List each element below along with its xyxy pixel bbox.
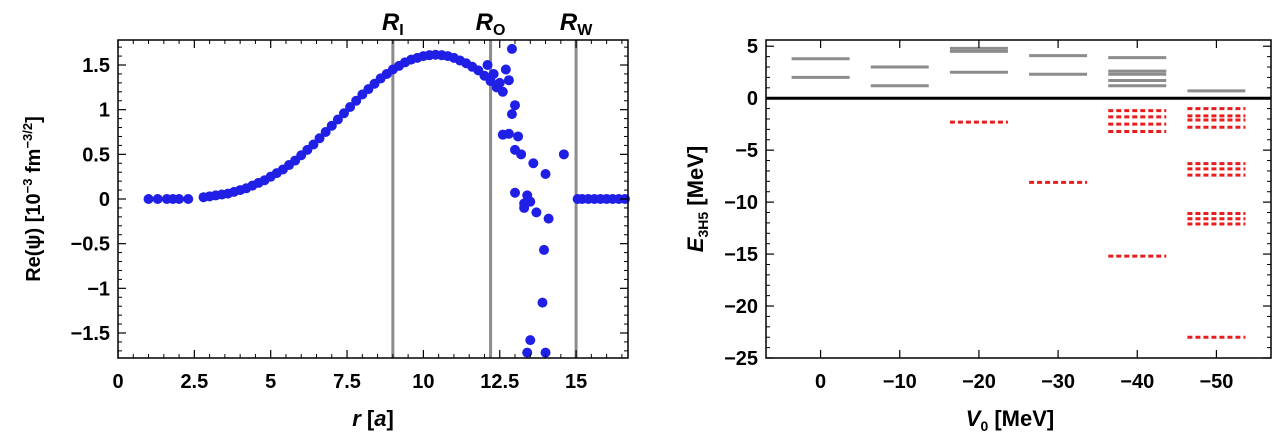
x-tick-label: 0	[112, 371, 123, 393]
data-point	[525, 196, 536, 207]
x-tick-label: 15	[565, 371, 587, 393]
data-point	[183, 194, 194, 204]
data-point	[540, 347, 551, 358]
data-point	[506, 43, 517, 54]
data-point	[345, 101, 356, 112]
wavefunction-plot: 0 2.5 5 7.5 10 12.5 15 1.5 1 0.5 0 −0.5 −1 −1.5 RI RO R…	[20, 9, 630, 431]
data-point	[558, 149, 569, 160]
y-tick-label: −1	[87, 278, 110, 300]
y-tick-label: 0	[747, 88, 758, 110]
data-point	[506, 109, 517, 120]
data-point	[513, 131, 524, 142]
data-point	[516, 149, 527, 160]
x-tick-label: −50	[1199, 371, 1233, 393]
left-y-axis-label: Re(ψ) [10−3 fm−3/2]	[20, 116, 45, 282]
x-tick-label: 2.5	[180, 371, 208, 393]
region-boundary-label: RI	[382, 9, 404, 39]
data-point	[540, 168, 551, 179]
left-x-axis-label: r [a]	[352, 406, 394, 431]
x-tick-label: 7.5	[333, 371, 361, 393]
y-tick-label: 5	[747, 36, 758, 58]
data-point	[308, 139, 319, 150]
data-point	[531, 207, 542, 218]
data-point	[338, 108, 349, 119]
data-point	[519, 202, 530, 213]
data-point	[497, 86, 508, 97]
region-boundary-label: RO	[476, 9, 506, 39]
y-tick-label: 1.5	[82, 55, 110, 77]
y-tick-label: −15	[724, 244, 758, 266]
y-tick-label: 0	[99, 189, 110, 211]
data-point	[510, 187, 521, 198]
data-point	[143, 194, 154, 204]
data-point	[510, 100, 521, 111]
data-point	[503, 75, 514, 86]
y-tick-label: −25	[724, 348, 758, 370]
data-point	[326, 120, 337, 131]
data-point	[488, 68, 499, 79]
region-boundary-label: RW	[560, 9, 593, 39]
data-point	[522, 347, 533, 358]
energy-levels-plot: 0 −10 −20 −30 −40 −50 5 0 −5 −10 −15 −20 −25 V0 [MeV…	[683, 36, 1272, 434]
y-tick-label: 1	[99, 100, 110, 122]
x-tick-label: 5	[265, 371, 276, 393]
data-point	[528, 158, 539, 169]
data-point	[500, 64, 511, 75]
data-point	[503, 128, 514, 139]
x-tick-label: 0	[815, 371, 826, 393]
y-tick-label: −0.5	[71, 234, 110, 256]
x-tick-label: −20	[962, 371, 996, 393]
x-tick-label: −10	[883, 371, 917, 393]
right-x-axis-label: V0 [MeV]	[966, 406, 1054, 434]
data-point	[174, 194, 185, 204]
data-point	[525, 335, 536, 346]
y-tick-label: −1.5	[71, 323, 110, 345]
data-point	[314, 133, 325, 144]
data-point	[351, 95, 362, 106]
data-point	[332, 114, 343, 125]
right-plot-frame	[765, 39, 1272, 359]
data-point	[320, 127, 331, 138]
y-tick-label: −5	[735, 140, 758, 162]
data-point	[152, 194, 163, 204]
data-point	[543, 213, 554, 224]
data-point	[537, 297, 548, 308]
data-point	[494, 77, 505, 88]
data-point	[539, 244, 550, 255]
y-tick-label: −20	[724, 296, 758, 318]
right-y-axis-label: E3H5 [MeV]	[683, 146, 711, 252]
x-tick-label: −30	[1041, 371, 1075, 393]
y-tick-label: 0.5	[82, 144, 110, 166]
x-tick-label: −40	[1120, 371, 1154, 393]
y-tick-label: −10	[724, 192, 758, 214]
x-tick-label: 12.5	[480, 371, 519, 393]
x-tick-label: 10	[412, 371, 434, 393]
data-point	[482, 60, 493, 71]
